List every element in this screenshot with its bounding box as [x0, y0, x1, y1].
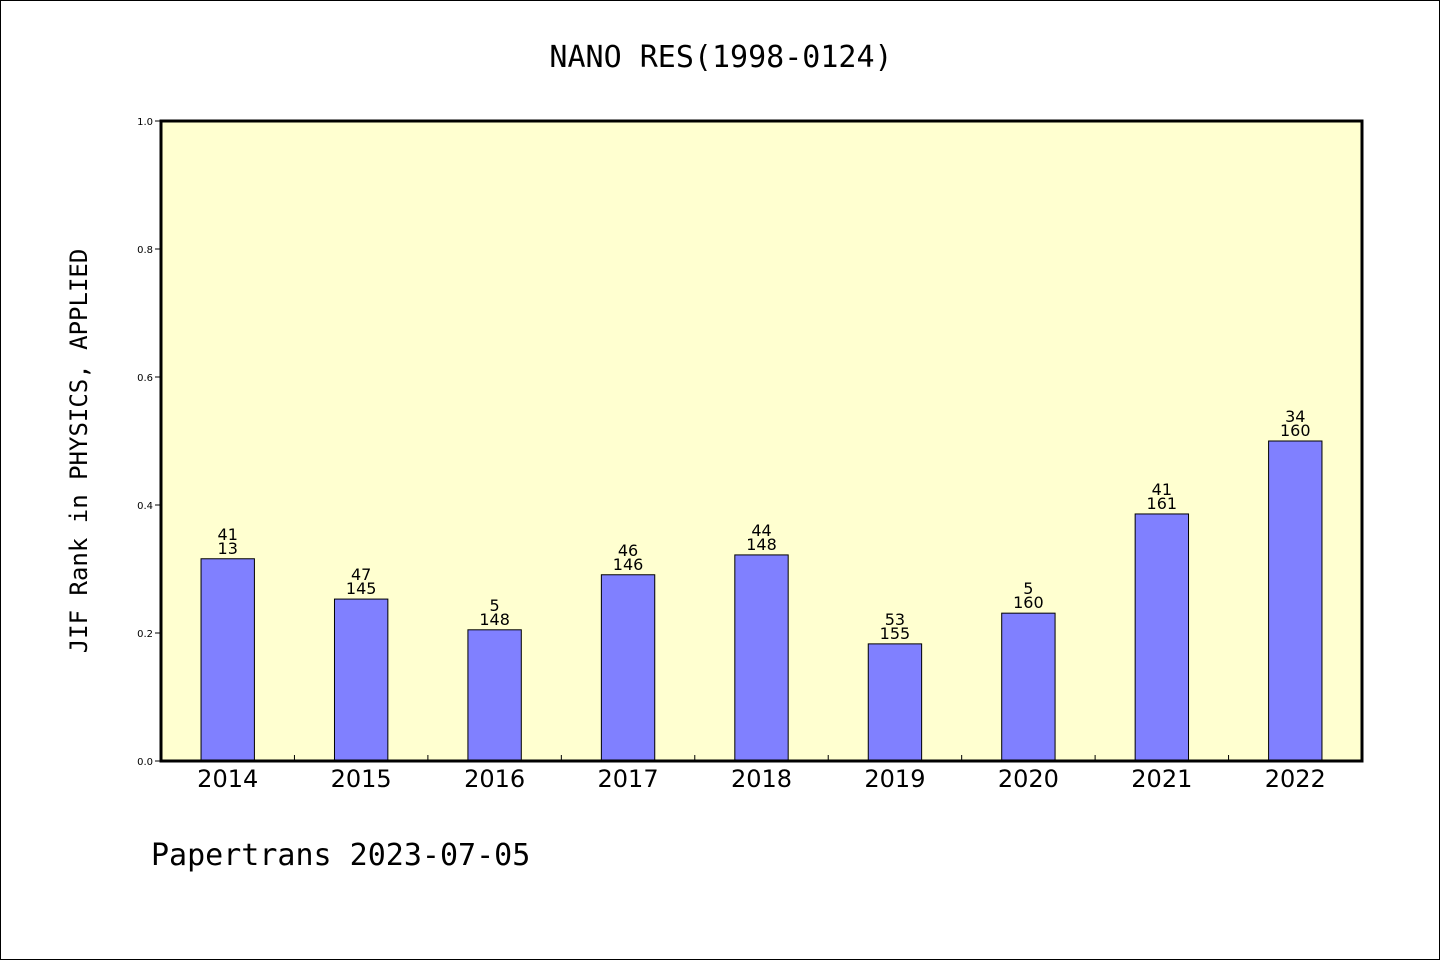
x-tick-label: 2017 [598, 765, 659, 793]
bar-label-rank: 5 [1023, 579, 1033, 598]
bar-label-total: 160 [1280, 421, 1311, 440]
bar-label-total: 148 [746, 535, 777, 554]
bar-2014 [200, 558, 255, 762]
bar-label-total: 155 [880, 624, 911, 643]
bar-label-rank: 44 [751, 521, 771, 540]
x-tick-label: 2020 [998, 765, 1059, 793]
bar-label-rank: 5 [490, 596, 500, 615]
bar-label-total: 160 [1013, 593, 1044, 612]
y-tick-label: 1.0 [137, 117, 153, 128]
bar-label-rank: 41 [218, 525, 238, 544]
x-tick-label: 2022 [1265, 765, 1326, 793]
bar-label-total: 13 [218, 539, 238, 558]
bar-label-total: 148 [479, 610, 510, 629]
x-tick-label: 2016 [464, 765, 525, 793]
bar-label-total: 161 [1147, 494, 1178, 513]
bar-2020 [1001, 612, 1056, 762]
bar-label-rank: 53 [885, 610, 905, 629]
bar-2016 [467, 629, 522, 762]
bar-label-rank: 47 [351, 565, 371, 584]
bar-label-rank: 41 [1152, 480, 1172, 499]
chart-title: NANO RES(1998-0124) [549, 40, 892, 75]
bar-series [200, 440, 1323, 762]
bar-label-total: 146 [613, 555, 644, 574]
y-tick-label: 0.6 [137, 373, 153, 384]
bar-2021 [1134, 513, 1190, 762]
bar-label-rank: 34 [1285, 407, 1305, 426]
plot-border [159, 119, 1364, 763]
bar-label-total: 145 [346, 579, 377, 598]
y-tick-label: 0.2 [137, 629, 153, 640]
x-tick-label: 2015 [331, 765, 392, 793]
footer-credit: Papertrans 2023-07-05 [151, 838, 530, 873]
x-tick-label: 2021 [1131, 765, 1192, 793]
y-axis: 0.0 0.2 0.4 0.6 0.8 1.0 [137, 117, 161, 768]
y-tick-label: 0.0 [137, 757, 153, 768]
y-tick-label: 0.4 [137, 501, 153, 512]
bar-2018 [734, 554, 789, 762]
x-tick-label: 2019 [864, 765, 925, 793]
bar-2022 [1268, 440, 1323, 762]
bar-2015 [333, 598, 389, 762]
bar-label-rank: 46 [618, 541, 638, 560]
x-axis: 2014 2015 2016 2017 2018 2019 2020 2021 2022 [197, 755, 1326, 793]
y-tick-label: 0.8 [137, 245, 153, 256]
y-axis-label: JIF Rank in PHYSICS, APPLIED [65, 249, 93, 654]
bar-2017 [600, 574, 656, 762]
x-tick-label: 2014 [197, 765, 258, 793]
bar-2019 [867, 643, 923, 762]
x-tick-label: 2018 [731, 765, 792, 793]
bar-labels: 4113471455148461464414853155516041161341… [218, 407, 1311, 643]
